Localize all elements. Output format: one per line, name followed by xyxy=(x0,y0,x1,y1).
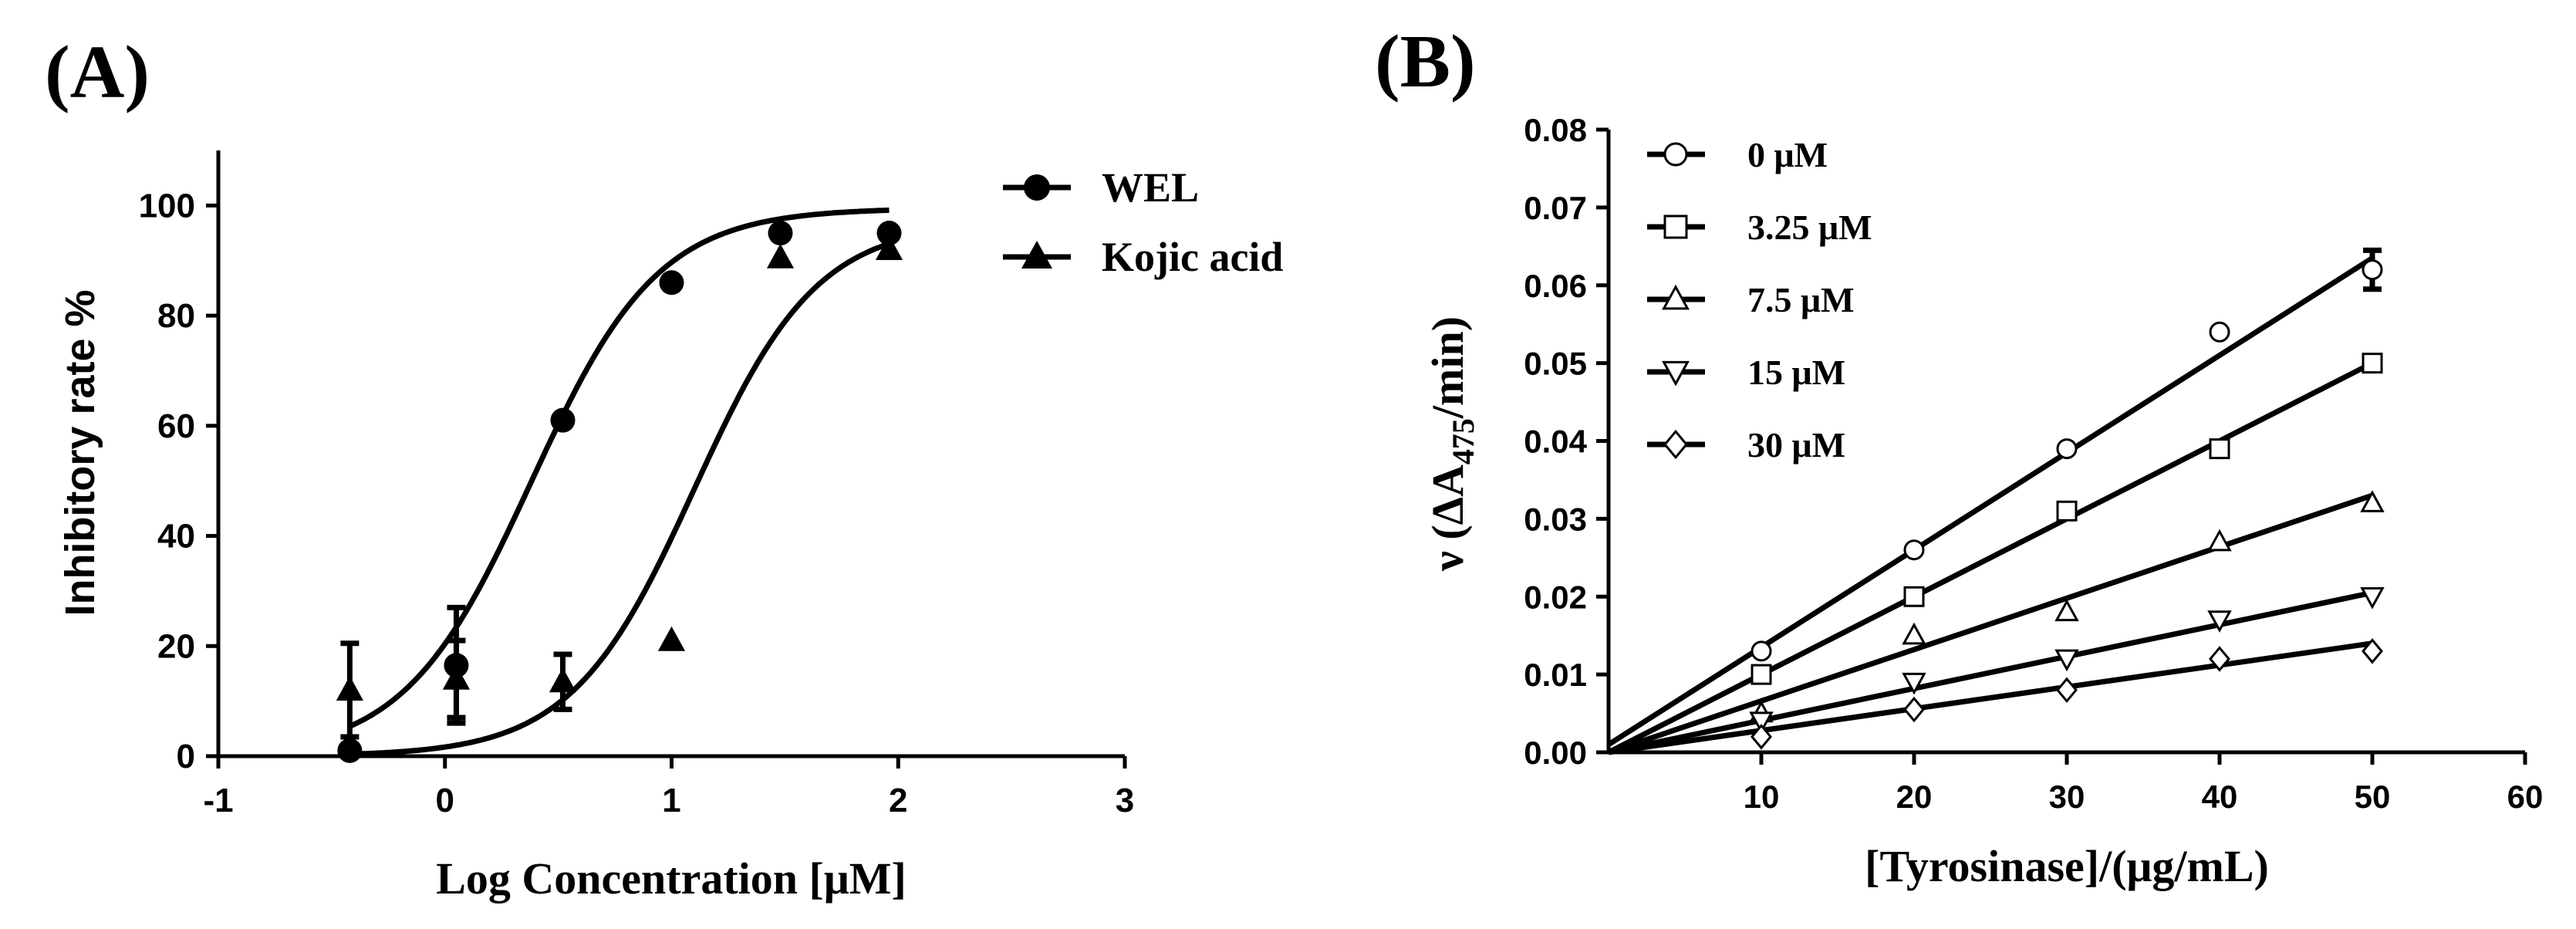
panel-b-y-tick-label: 0.02 xyxy=(1524,579,1587,615)
panel-b-point xyxy=(1903,586,1925,607)
panel-a-point-wel xyxy=(876,221,902,246)
legend-kojic-label: Kojic acid xyxy=(1102,234,1283,280)
panel-a-point-kojic xyxy=(875,235,903,261)
panel-b-point xyxy=(1902,672,1926,695)
panel-a-point-kojic xyxy=(442,664,471,690)
panel-b-point xyxy=(1751,724,1772,750)
panel-b-point xyxy=(1902,622,1926,645)
panel-b-point xyxy=(2360,490,2385,512)
panel-b-point xyxy=(2362,259,2383,281)
panel-b-x-label: [Tyrosinase]/(μg/mL) xyxy=(1865,841,2269,891)
panel-b-fit-line xyxy=(1608,640,2373,755)
panel-b-legend-marker xyxy=(1663,142,1688,167)
panel-b-legend: 0 μM 3.25 μM 7.5 μM 15 μM 30 μM xyxy=(1647,135,1872,464)
panel-a-x-tick-label: 1 xyxy=(662,782,680,819)
panel-b-point xyxy=(1903,696,1925,723)
panel-b-y-tick-label: 0.03 xyxy=(1524,501,1587,537)
panel-b-y-tick-label: 0.07 xyxy=(1524,190,1587,226)
panel-b-y-tick-label: 0.05 xyxy=(1524,346,1587,382)
panel-b-y-tick-label: 0.08 xyxy=(1524,112,1587,148)
panel-b-y-label: ν (ΔA475/min) xyxy=(1423,316,1480,572)
panel-a-y-label: Inhibitory rate % xyxy=(57,289,103,616)
panel-b-y-label-prefix: ν (ΔA xyxy=(1423,464,1473,572)
panel-a-y-tick-label: 0 xyxy=(177,738,195,775)
panel-b-legend-marker xyxy=(1662,284,1690,310)
panel-b-point xyxy=(2209,646,2230,672)
panel-a-point-wel xyxy=(337,738,363,763)
panel-b-legend-label: 3.25 μM xyxy=(1747,208,1872,247)
panel-a-x-tick-label: -1 xyxy=(203,782,233,819)
panel-b-legend-label: 7.5 μM xyxy=(1747,280,1855,319)
panel-a-point-wel xyxy=(550,407,576,433)
panel-b-x-tick-label: 60 xyxy=(2507,779,2544,815)
panel-a-point-kojic xyxy=(549,667,577,693)
panel-b-legend-marker xyxy=(1663,215,1688,239)
panel-a-point-wel xyxy=(659,270,684,296)
panel-a-x-tick-label: 3 xyxy=(1116,782,1134,819)
panel-b-x-tick-label: 20 xyxy=(1896,779,1933,815)
panel-b-x-tick-label: 30 xyxy=(2049,779,2085,815)
panel-a-label: (A) xyxy=(45,31,150,114)
panel-b-x-tick-label: 50 xyxy=(2355,779,2391,815)
panel-a-fit-kojic xyxy=(349,241,890,757)
panel-a-x-label: Log Concentration [μM] xyxy=(436,853,906,904)
panel-a-y-tick-label: 100 xyxy=(139,187,195,225)
panel-b-fit-line xyxy=(1607,492,2374,755)
panel-b-fit-line xyxy=(1607,360,2374,755)
panel-a-x-tick-label: 0 xyxy=(436,782,454,819)
panel-b-point xyxy=(2209,438,2230,460)
panel-b-point xyxy=(1751,640,1772,662)
panel-b-y-tick-label: 0.01 xyxy=(1524,657,1587,693)
panel-b-point xyxy=(2056,500,2078,522)
panel-b-point xyxy=(2209,321,2230,343)
panel-b-point xyxy=(2054,599,2079,622)
panel-a-fit-wel xyxy=(348,207,890,729)
legend-kojic-marker xyxy=(1021,241,1052,269)
panel-b-point xyxy=(2362,353,2383,374)
panel-b-legend-marker xyxy=(1663,429,1688,460)
panel-a-point-kojic xyxy=(336,675,363,701)
panel-b: (B) 10 20 30 40 50 60 0.00 0.01 0.02 0.03 0.04 0.05… xyxy=(1375,20,2543,891)
panel-b-label: (B) xyxy=(1375,20,1476,103)
panel-b-fit-line xyxy=(1608,589,2373,755)
legend-wel-label: WEL xyxy=(1102,164,1199,211)
panel-a-point-kojic xyxy=(657,626,686,651)
panel-b-point xyxy=(2360,586,2385,610)
panel-b-y-label-subscript: 475 xyxy=(1446,418,1480,464)
panel-b-y-tick-label: 0.04 xyxy=(1524,424,1587,460)
panel-b-point xyxy=(2056,438,2078,460)
panel-b-y-tick-label: 0.00 xyxy=(1524,735,1587,771)
panel-b-point xyxy=(2207,610,2232,633)
panel-b-x-tick-label: 10 xyxy=(1744,779,1780,815)
panel-a-y-tick-label: 60 xyxy=(157,407,195,445)
panel-b-point xyxy=(1749,711,1774,734)
panel-b-point xyxy=(2054,649,2079,672)
panel-b-legend-marker xyxy=(1662,360,1690,387)
panel-b-point xyxy=(1751,664,1772,685)
panel-b-y-tick-label: 0.06 xyxy=(1524,268,1587,304)
panel-a-point-wel xyxy=(768,221,793,246)
panel-b-legend-label: 30 μM xyxy=(1747,425,1845,464)
panel-b-legend-label: 15 μM xyxy=(1747,353,1845,392)
panel-b-legend-label: 0 μM xyxy=(1747,135,1828,174)
panel-b-y-label-suffix: /min) xyxy=(1423,316,1473,419)
panel-a-point-kojic xyxy=(766,243,795,269)
panel-a-legend: WEL Kojic acid xyxy=(1003,164,1283,280)
panel-a-y-tick-label: 20 xyxy=(157,627,195,665)
panel-a-y-tick-label: 40 xyxy=(157,518,195,556)
panel-a-x-tick-label: 2 xyxy=(889,782,907,819)
panel-b-point xyxy=(1903,539,1925,561)
panel-a-y-tick-label: 80 xyxy=(157,297,195,335)
panel-b-point xyxy=(2207,529,2232,552)
legend-wel-marker xyxy=(1024,174,1050,201)
panel-b-x-tick-label: 40 xyxy=(2202,779,2238,815)
panel-b-point xyxy=(2056,677,2078,704)
panel-b-fit-line xyxy=(1607,255,2374,747)
panel-b-point xyxy=(2362,638,2383,664)
